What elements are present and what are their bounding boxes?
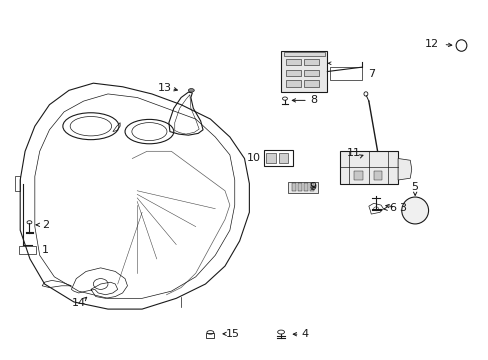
Bar [304, 59, 319, 65]
Bar [285, 69, 300, 76]
Bar [278, 153, 288, 163]
Bar [304, 69, 319, 76]
Text: 5: 5 [411, 182, 418, 192]
Bar [19, 246, 36, 253]
Text: 9: 9 [308, 182, 316, 192]
Ellipse shape [188, 89, 194, 92]
Ellipse shape [363, 92, 367, 96]
Bar [264, 149, 293, 166]
Bar [329, 67, 361, 80]
Ellipse shape [27, 221, 32, 224]
Bar [288, 182, 317, 193]
Text: 11: 11 [346, 148, 360, 158]
Text: 6: 6 [389, 203, 396, 213]
Bar [206, 333, 214, 338]
Text: 8: 8 [310, 95, 317, 105]
Bar [285, 80, 300, 87]
Bar [298, 183, 302, 191]
Bar [266, 153, 276, 163]
Bar [373, 171, 382, 180]
Bar [292, 183, 296, 191]
Text: 14: 14 [72, 298, 85, 308]
Bar [339, 151, 397, 184]
Bar [283, 51, 325, 56]
Text: 2: 2 [42, 220, 49, 230]
Bar [281, 51, 327, 92]
Text: 7: 7 [367, 69, 374, 79]
Text: 15: 15 [226, 329, 240, 339]
Bar [304, 80, 319, 87]
Bar [353, 171, 362, 180]
Text: 1: 1 [42, 245, 49, 255]
Polygon shape [397, 158, 411, 180]
Text: 12: 12 [424, 40, 438, 49]
Text: 4: 4 [301, 329, 308, 339]
Ellipse shape [277, 330, 284, 334]
Ellipse shape [282, 97, 287, 100]
Ellipse shape [401, 197, 427, 224]
Bar [285, 59, 300, 65]
Text: 13: 13 [158, 83, 172, 93]
Text: 3: 3 [399, 203, 406, 213]
Text: 10: 10 [247, 153, 261, 163]
Bar [304, 183, 307, 191]
Ellipse shape [206, 330, 213, 334]
Bar [309, 183, 313, 191]
